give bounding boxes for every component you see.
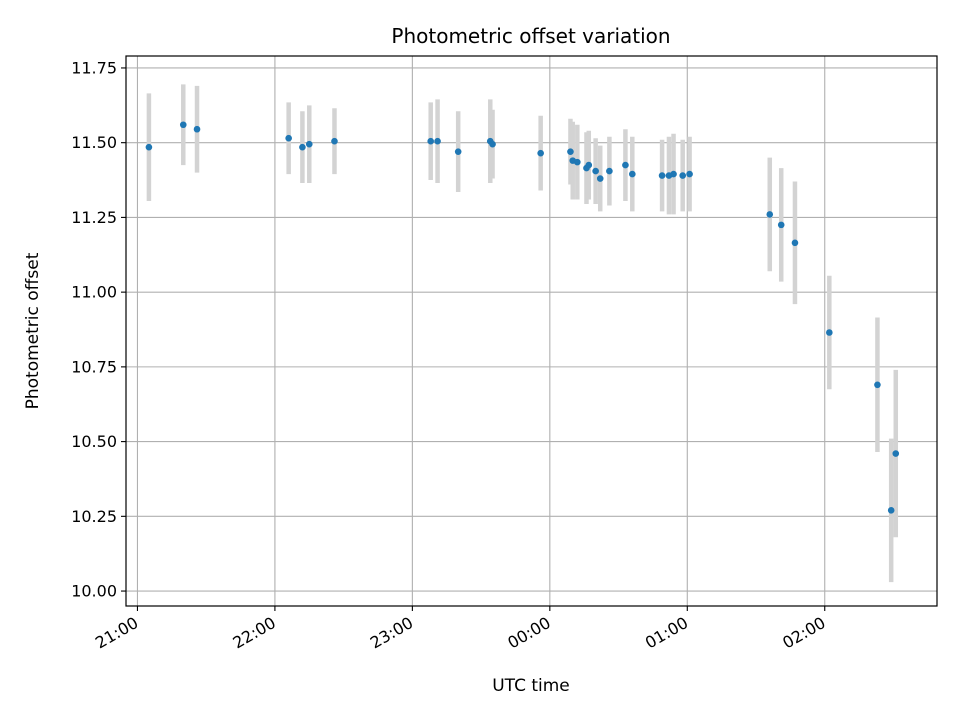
x-tick-label: 02:00 [779,613,828,653]
data-point [791,239,799,247]
y-tick-label: 10.00 [71,582,117,601]
data-point [766,211,774,218]
data-point [574,158,581,166]
x-tick-label: 01:00 [642,613,691,653]
data-point [777,221,785,229]
y-axis-title: Photometric offset [23,252,43,409]
y-tick-label: 11.75 [71,58,117,77]
data-point [299,143,306,151]
data-point [887,507,895,514]
y-tick-label: 10.75 [71,357,117,376]
data-point [434,137,441,145]
y-tick-label: 11.25 [71,208,117,227]
data-point [145,143,153,151]
data-point [596,175,604,182]
y-tick-label: 10.25 [71,507,117,526]
y-tick-label: 11.50 [71,133,117,152]
data-point [454,148,462,155]
data-point [567,148,574,155]
data-point [686,170,693,178]
data-point [179,121,187,129]
data-point [658,172,666,179]
data-points [145,121,900,514]
x-tick-label: 22:00 [229,613,278,653]
x-tick-label: 21:00 [92,613,141,653]
data-point [427,137,434,145]
chart-title: Photometric offset variation [391,24,670,48]
data-point [622,161,629,169]
error-bars [146,84,899,583]
data-point [874,381,881,389]
x-tick-label: 00:00 [504,613,553,653]
data-point [892,450,900,457]
plot-frame [125,55,938,607]
y-tick-label: 11.00 [71,283,117,302]
data-point [592,167,599,175]
data-point [537,149,544,157]
data-point [629,170,636,178]
grid-lines [126,56,937,606]
data-point [489,140,496,148]
data-point [606,167,613,175]
data-point [585,161,593,169]
data-point [670,170,677,178]
data-point [305,140,313,148]
x-axis-title: UTC time [492,676,570,696]
data-point [285,134,292,142]
data-point [193,125,201,133]
data-point [331,137,338,145]
data-point [826,329,833,336]
y-tick-label: 10.50 [71,432,117,451]
x-tick-label: 23:00 [367,613,416,653]
data-point [679,172,687,179]
